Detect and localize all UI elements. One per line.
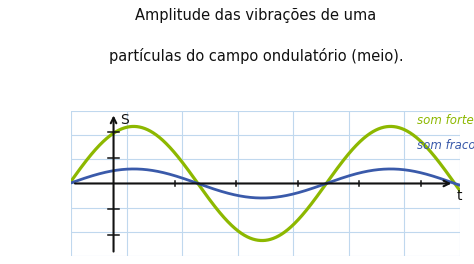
Text: Amplitude das vibrações de uma: Amplitude das vibrações de uma (136, 8, 376, 23)
Text: som fraco: som fraco (417, 139, 474, 152)
Text: S: S (120, 113, 129, 127)
Text: som forte: som forte (417, 114, 474, 127)
Text: partículas do campo ondulatório (meio).: partículas do campo ondulatório (meio). (109, 48, 403, 64)
Text: t: t (456, 189, 462, 203)
